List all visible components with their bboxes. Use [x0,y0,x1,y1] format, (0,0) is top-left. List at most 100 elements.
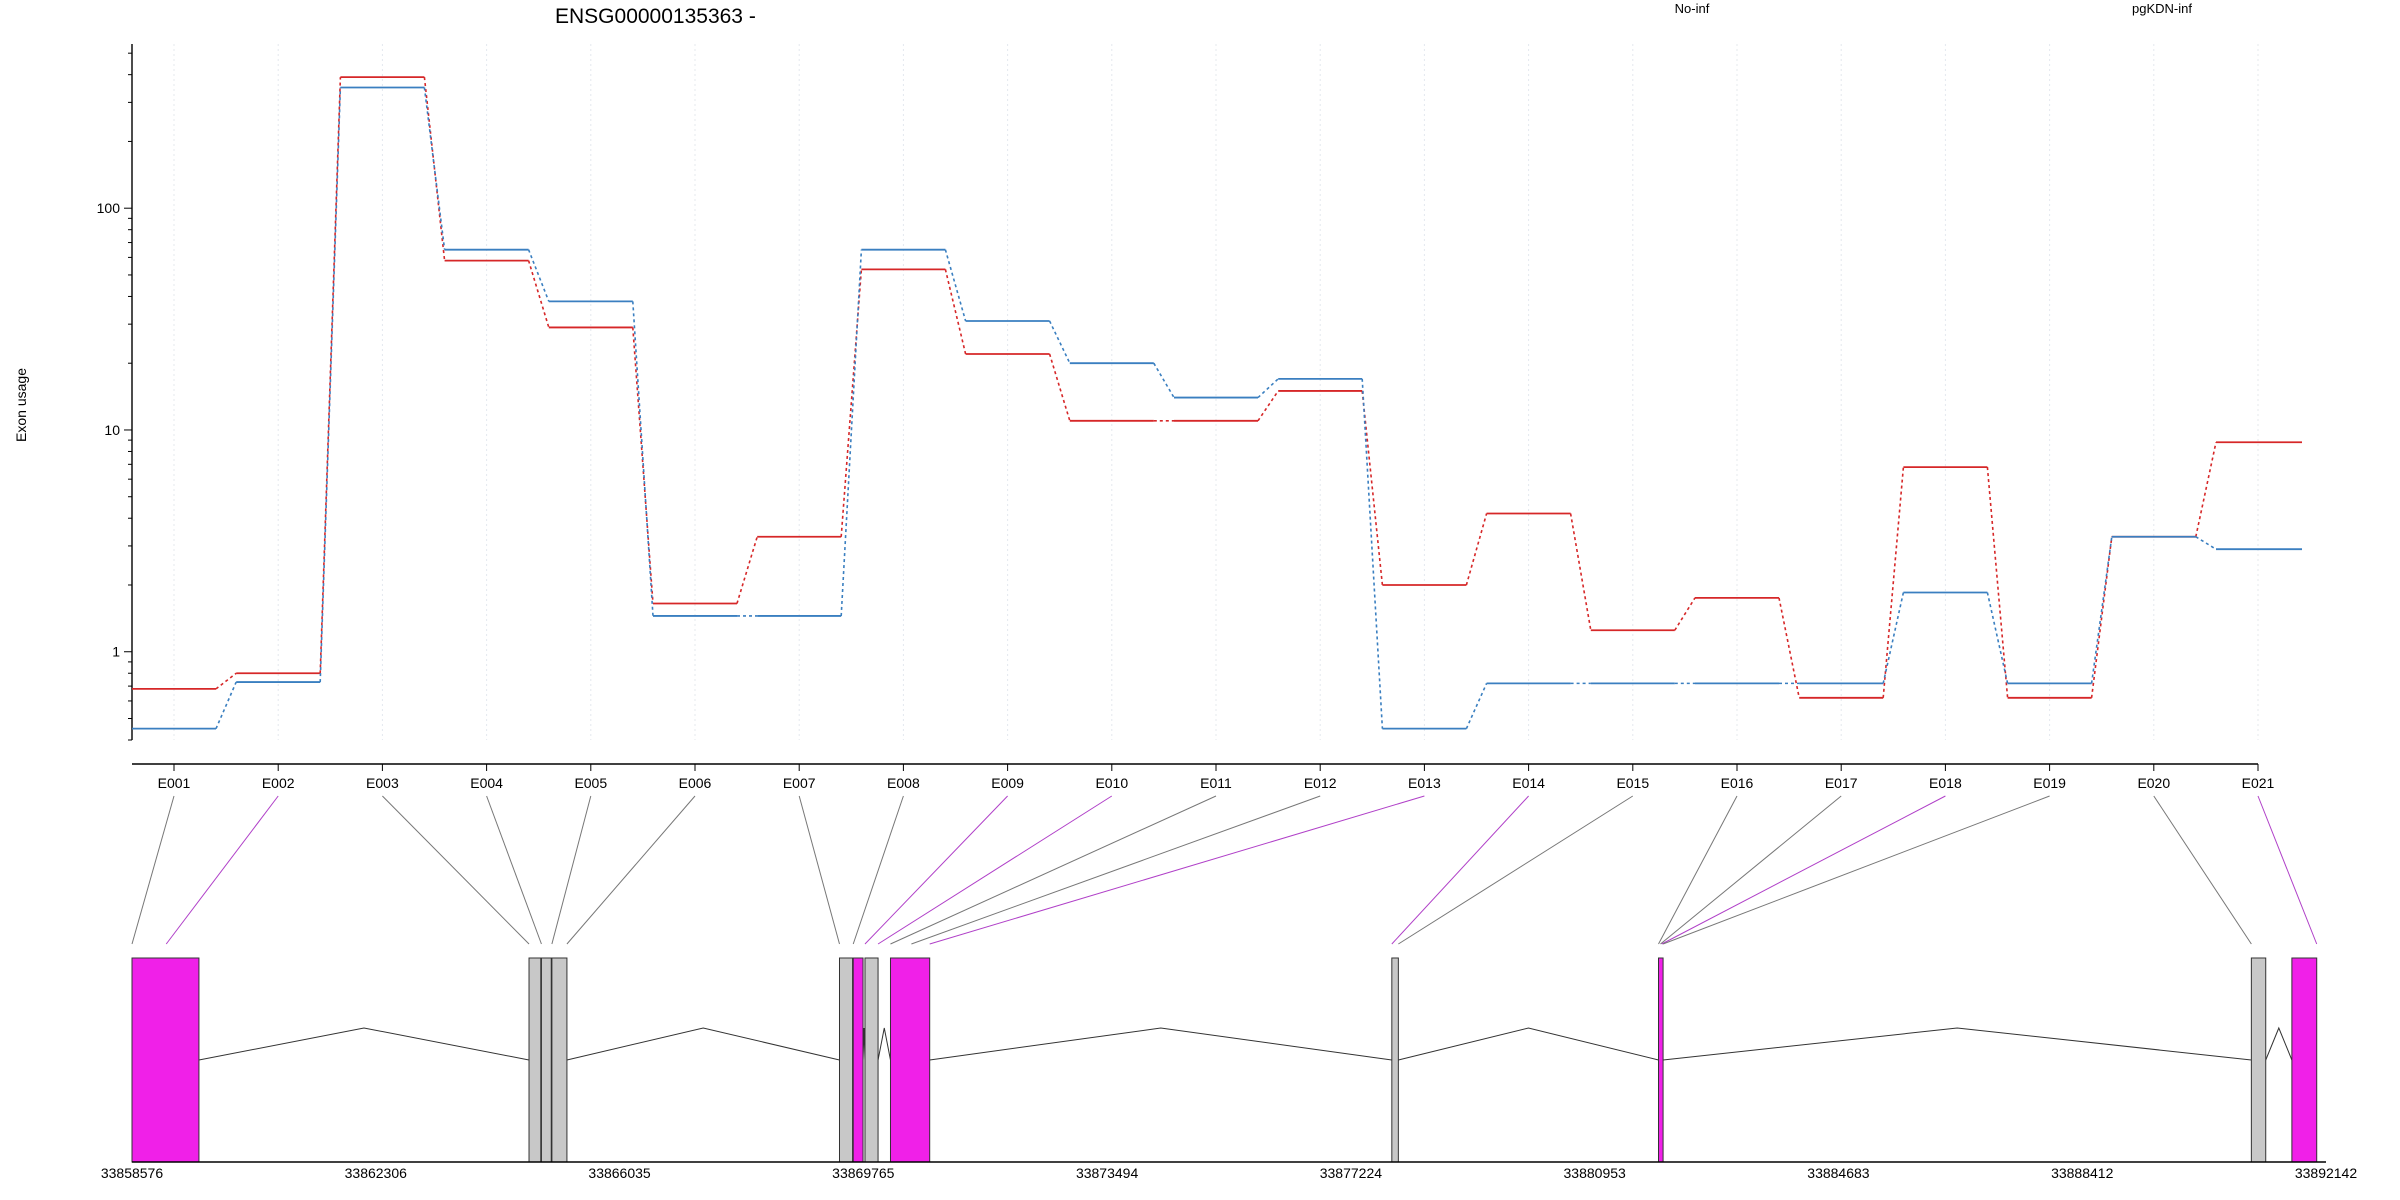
exon [864,957,879,1163]
genome-tick-label: 33873494 [1076,1165,1139,1181]
exon-connector [864,795,1008,945]
exon-connector [890,795,1217,945]
x-tick-label: E018 [1929,775,1962,791]
exon-connector [1398,795,1634,945]
genome-tick-label: 33858576 [101,1165,164,1181]
y-tick-label: 10 [104,422,120,438]
series-transition [1048,320,1071,364]
x-tick-label: E003 [366,775,399,791]
exon [2250,957,2267,1163]
series-transition [2090,536,2113,684]
chart-title: ENSG00000135363 - [555,5,756,28]
exon-connector [852,795,904,945]
series-transition [944,249,967,322]
exon-connector [1658,795,1738,945]
x-tick-label: E012 [1304,775,1337,791]
x-tick-label: E020 [2137,775,2170,791]
series-transition [1986,467,2009,698]
series-transition [2090,536,2113,698]
series-transition [1048,353,1071,422]
x-tick-label: E002 [262,775,295,791]
x-tick-label: E007 [783,775,816,791]
series-transition [1882,592,1905,684]
exon-connector [1661,795,1946,945]
series-transition [2195,442,2217,537]
x-tick-label: E021 [2242,775,2275,791]
series-transition [215,681,237,729]
exon-highlighted [131,957,200,1163]
genome-tick-label: 33892142 [2295,1165,2358,1181]
genome-tick-label: 33877224 [1320,1165,1383,1181]
exon-connectors [131,795,2318,945]
series-No-inf [132,76,2302,699]
series-transition [1361,390,1384,586]
series-transition [1882,467,1905,698]
exon [528,957,542,1163]
genome-tick-label: 33884683 [1807,1165,1870,1181]
series-transition [1257,390,1279,422]
exon-connector [929,795,1425,945]
intron-line [1398,1027,1659,1061]
series-transition [1986,592,2009,684]
genome-tick-label: 33880953 [1564,1165,1627,1181]
intron-line [1663,1027,2252,1061]
x-axis: E001 E002 E003 E004 E005 E006 E007 E008 E009 E010… [132,763,2275,791]
x-tick-label: E011 [1200,775,1232,791]
exon-connector [382,795,530,945]
genome-tick-label: 33866035 [588,1165,651,1181]
y-tick-label: 100 [97,200,121,216]
exon-connector [1660,795,1842,945]
series-transition [423,77,446,261]
exon-highlighted [1658,957,1664,1163]
legend-entry-pgkdn-inf: pgKDN-inf [2132,1,2192,16]
intron-line [198,1027,530,1061]
x-tick-label: E019 [2033,775,2066,791]
exon-connector [798,795,840,945]
series-transition [632,301,654,617]
intron-line [2265,1026,2293,1061]
exon [838,957,854,1163]
series-transition [423,87,446,250]
series-transition [944,269,967,355]
genome-tick-label: 33869765 [832,1165,895,1181]
series-transition [1569,513,1592,631]
exon-connector [2153,795,2252,945]
intron-line [566,1027,840,1061]
series-transition [527,260,550,328]
exon [540,957,552,1163]
exon-connector [911,795,1321,945]
series-transition [1465,513,1488,586]
series-transition [527,249,550,302]
genome-tick-label: 33862306 [345,1165,408,1181]
exon-connector [165,795,279,945]
exon-connector [566,795,696,945]
x-tick-label: E013 [1408,775,1441,791]
x-tick-label: E009 [991,775,1024,791]
x-tick-label: E008 [887,775,920,791]
legend-entry-no-inf: No-inf [1675,1,1710,16]
series-pgKDN-inf [132,86,2302,730]
series-transition [1778,597,1800,698]
x-tick-label: E004 [470,775,503,791]
x-tick-label: E001 [158,775,191,791]
x-tick-label: E014 [1512,775,1545,791]
x-tick-label: E006 [679,775,712,791]
grid-lines [173,44,2259,740]
exon-highlighted [852,957,864,1163]
y-axis: 1 10 100 [97,44,133,741]
series-transition [1153,362,1175,398]
exon [551,957,568,1163]
x-tick-label: E017 [1825,775,1858,791]
exon-highlighted [889,957,931,1163]
series-transition [215,672,237,690]
exon-connector [551,795,592,945]
series-transition [1361,378,1384,729]
series-transition [1465,683,1488,729]
genome-tick-label: 33888412 [2051,1165,2114,1181]
x-tick-label: E010 [1095,775,1128,791]
gene-model: 33858576 33862306 33866035 33869765 33873494… [101,957,2358,1181]
series-lines [132,76,2302,730]
exon-connector [131,795,175,945]
x-tick-label: E005 [574,775,607,791]
